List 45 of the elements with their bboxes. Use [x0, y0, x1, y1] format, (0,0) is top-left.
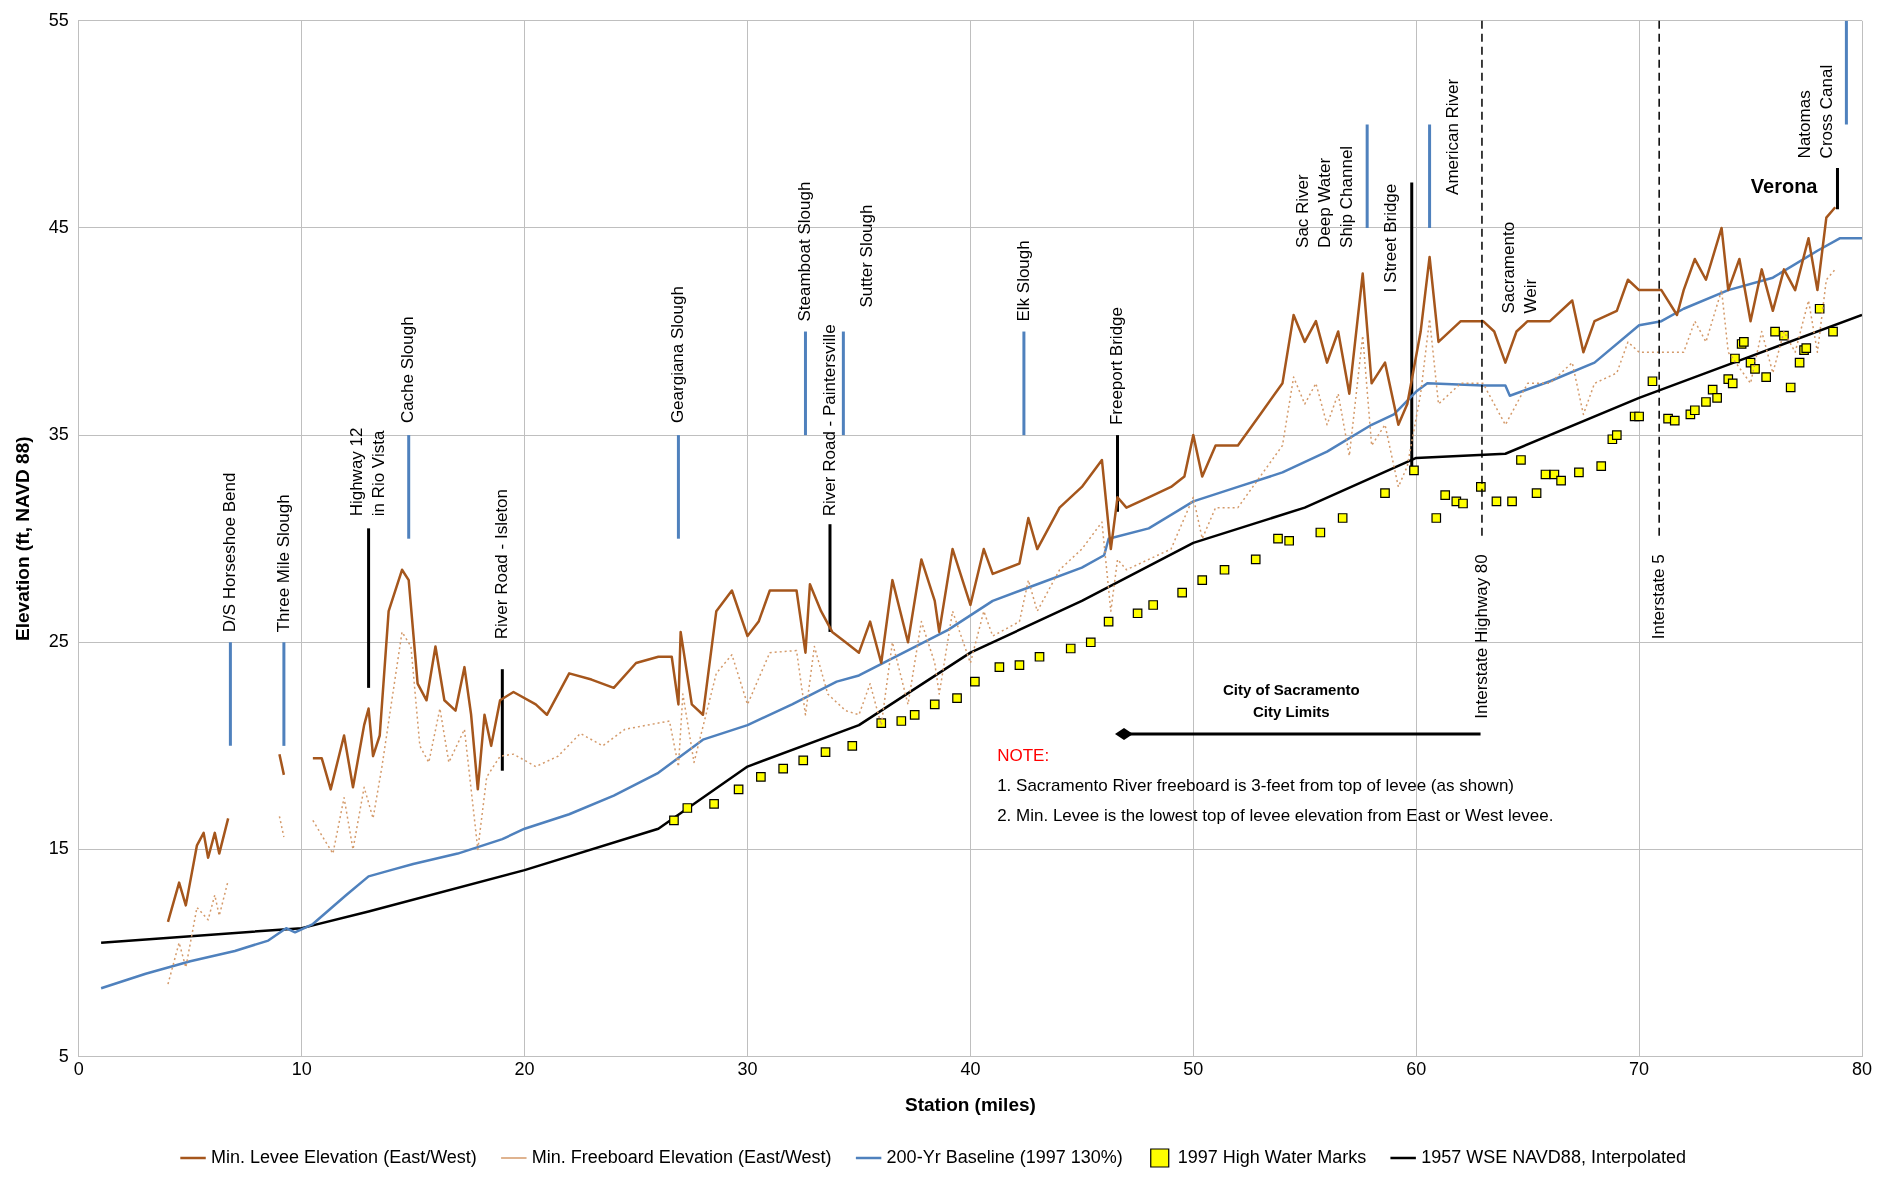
x-tick-label: 80: [1851, 1059, 1873, 1080]
x-tick-label: 20: [514, 1059, 535, 1080]
ref-line-label: Interstate 5: [1648, 554, 1668, 640]
y-tick-label: 15: [48, 838, 69, 859]
annotation: NOTE:: [997, 744, 1051, 767]
annotation: Natomas Cross Canal: [1795, 64, 1837, 159]
annotation: Elk Slough: [1013, 240, 1033, 322]
annotation: Highway 12 in Rio Vista: [347, 427, 389, 517]
y-tick-label: 35: [48, 424, 69, 445]
y-tick-label: 45: [48, 216, 69, 237]
annotation: River Road - Paintersville: [819, 324, 839, 517]
annotation: 2. Min. Levee is the lowest top of levee elevation from East or West levee.: [997, 804, 1554, 827]
annotation: 1. Sacramento River freeboard is 3-feet from top of levee (as shown): [997, 774, 1515, 797]
annotation: I Street Bridge: [1381, 183, 1401, 293]
x-axis-title: Station (miles): [904, 1093, 1036, 1115]
x-tick-label: 30: [737, 1059, 758, 1080]
annotation: City of Sacramento City Limits: [1223, 679, 1360, 722]
annotation: Geargiana Slough: [668, 286, 688, 424]
annotation: Freeport Bridge: [1107, 306, 1127, 426]
annotation: Sacramento Weir: [1498, 221, 1540, 314]
annotation: American River: [1443, 78, 1463, 195]
annotation: Cache Slough: [398, 316, 418, 424]
x-tick-label: 0: [73, 1059, 84, 1080]
annotation: Sutter Slough: [857, 204, 877, 308]
x-tick-label: 60: [1406, 1059, 1427, 1080]
y-tick-label: 55: [48, 9, 69, 30]
x-tick-label: 40: [960, 1059, 981, 1080]
annotation: Verona: [1750, 175, 1819, 198]
y-tick-label: 25: [48, 631, 69, 652]
legend-label: 1957 WSE NAVD88, Interpolated: [1421, 1146, 1686, 1167]
x-tick-label: 50: [1183, 1059, 1204, 1080]
annotation: Steamboat Slough: [795, 181, 815, 322]
x-tick-label: 70: [1629, 1059, 1650, 1080]
legend-label: Min. Levee Elevation (East/West): [211, 1146, 477, 1167]
annotation: Sac River Deep Water Ship Channel: [1292, 145, 1356, 248]
ref-line-label: Interstate Highway 80: [1471, 554, 1491, 719]
annotation: Three Mile Slough: [273, 494, 293, 633]
annotation: D/S Horseshoe Bend: [220, 472, 240, 633]
legend-label: 1997 High Water Marks: [1177, 1146, 1367, 1167]
legend-label: 200-Yr Baseline (1997 130%): [886, 1146, 1123, 1167]
annotation: River Road - Isleton: [492, 488, 512, 640]
x-tick-label: 10: [291, 1059, 312, 1080]
legend-label: Min. Freeboard Elevation (East/West): [531, 1146, 832, 1167]
y-axis-title: Elevation (ft, NAVD 88): [11, 436, 33, 641]
y-tick-label: 5: [58, 1045, 69, 1066]
